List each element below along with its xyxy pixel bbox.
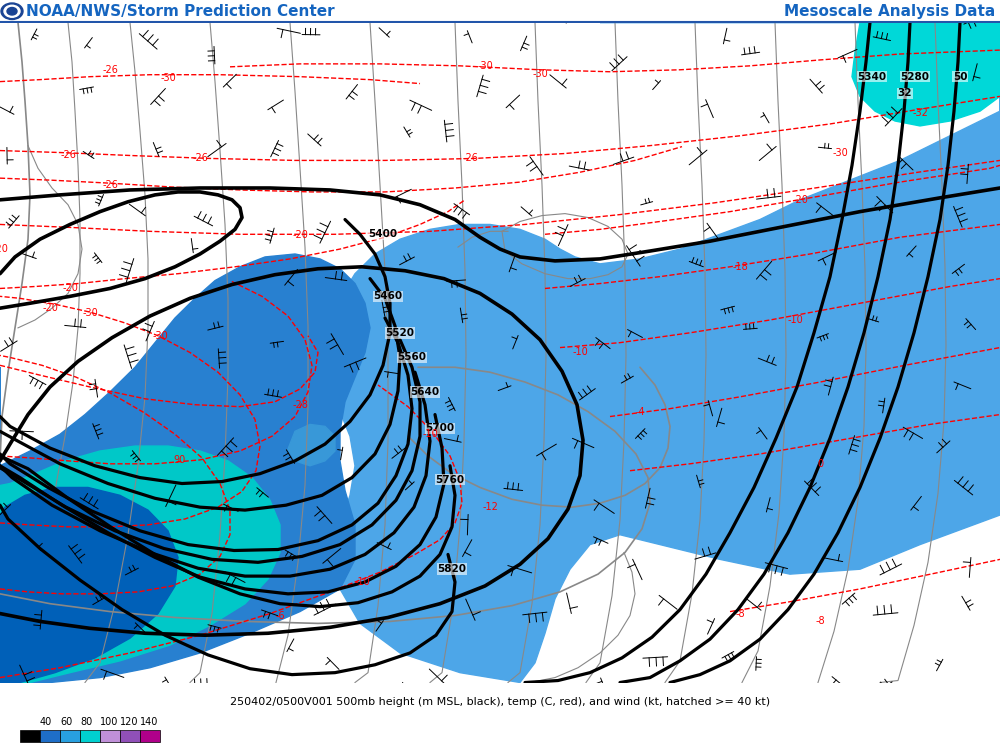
Text: -20: -20	[42, 303, 58, 313]
Text: 90: 90	[174, 454, 186, 465]
Text: 5760: 5760	[435, 475, 465, 484]
Text: 60: 60	[60, 717, 72, 728]
Text: -10: -10	[787, 315, 803, 325]
Text: 120: 120	[120, 717, 138, 728]
Polygon shape	[0, 254, 370, 682]
Text: 50: 50	[953, 72, 967, 82]
Text: -8: -8	[735, 608, 745, 619]
Polygon shape	[0, 488, 178, 682]
Bar	[20, 730, 40, 742]
Text: -32: -32	[912, 108, 928, 118]
Text: -20: -20	[62, 284, 78, 293]
Text: -26: -26	[60, 151, 76, 160]
Text: 5340: 5340	[857, 72, 887, 82]
Text: -30: -30	[477, 61, 493, 70]
Text: 5820: 5820	[438, 564, 466, 574]
Polygon shape	[852, 22, 1000, 126]
Text: 5460: 5460	[373, 291, 403, 302]
Text: 250402/0500V001 500mb height (m MSL, black), temp (C, red), and wind (kt, hatche: 250402/0500V001 500mb height (m MSL, bla…	[230, 698, 770, 707]
Text: -28: -28	[292, 400, 308, 410]
Text: 0: 0	[817, 459, 823, 469]
Text: -20: -20	[0, 244, 8, 254]
Text: NOAA/NWS/Storm Prediction Center: NOAA/NWS/Storm Prediction Center	[26, 4, 335, 19]
Bar	[100, 730, 120, 742]
Circle shape	[4, 5, 20, 17]
Text: 5560: 5560	[398, 352, 426, 362]
Text: -30: -30	[152, 331, 168, 340]
Polygon shape	[325, 22, 1000, 682]
Circle shape	[1, 3, 23, 20]
Bar	[40, 730, 60, 742]
Bar	[140, 730, 160, 742]
Text: 80: 80	[80, 717, 92, 728]
Text: -6: -6	[275, 610, 285, 620]
Text: -10: -10	[572, 346, 588, 356]
Bar	[80, 730, 100, 742]
Text: -20: -20	[792, 195, 808, 205]
Text: 5640: 5640	[410, 387, 440, 397]
Text: -30: -30	[832, 148, 848, 158]
Text: -26: -26	[192, 154, 208, 164]
Text: -30: -30	[532, 69, 548, 79]
Text: 5520: 5520	[386, 328, 415, 338]
Text: -12: -12	[482, 503, 498, 512]
Text: 5400: 5400	[368, 230, 398, 239]
Text: -10: -10	[422, 429, 438, 439]
Text: -30: -30	[82, 308, 98, 318]
Text: -26: -26	[102, 64, 118, 75]
Text: -18: -18	[732, 262, 748, 272]
Bar	[60, 730, 80, 742]
Text: -20: -20	[292, 230, 308, 240]
Text: -30: -30	[160, 73, 176, 82]
Text: -10: -10	[354, 577, 370, 587]
Text: Mesoscale Analysis Data: Mesoscale Analysis Data	[784, 4, 995, 19]
Text: 140: 140	[140, 717, 158, 728]
Text: -8: -8	[815, 616, 825, 626]
Text: -26: -26	[462, 154, 478, 164]
Text: 40: 40	[40, 717, 52, 728]
Circle shape	[7, 8, 17, 15]
Text: 32: 32	[898, 88, 912, 98]
Text: -26: -26	[102, 180, 118, 190]
Text: 5280: 5280	[900, 72, 930, 82]
Polygon shape	[0, 446, 280, 682]
Text: 5700: 5700	[425, 423, 455, 433]
Polygon shape	[288, 424, 335, 466]
Text: -4: -4	[635, 406, 645, 416]
Text: 100: 100	[100, 717, 118, 728]
Bar	[120, 730, 140, 742]
